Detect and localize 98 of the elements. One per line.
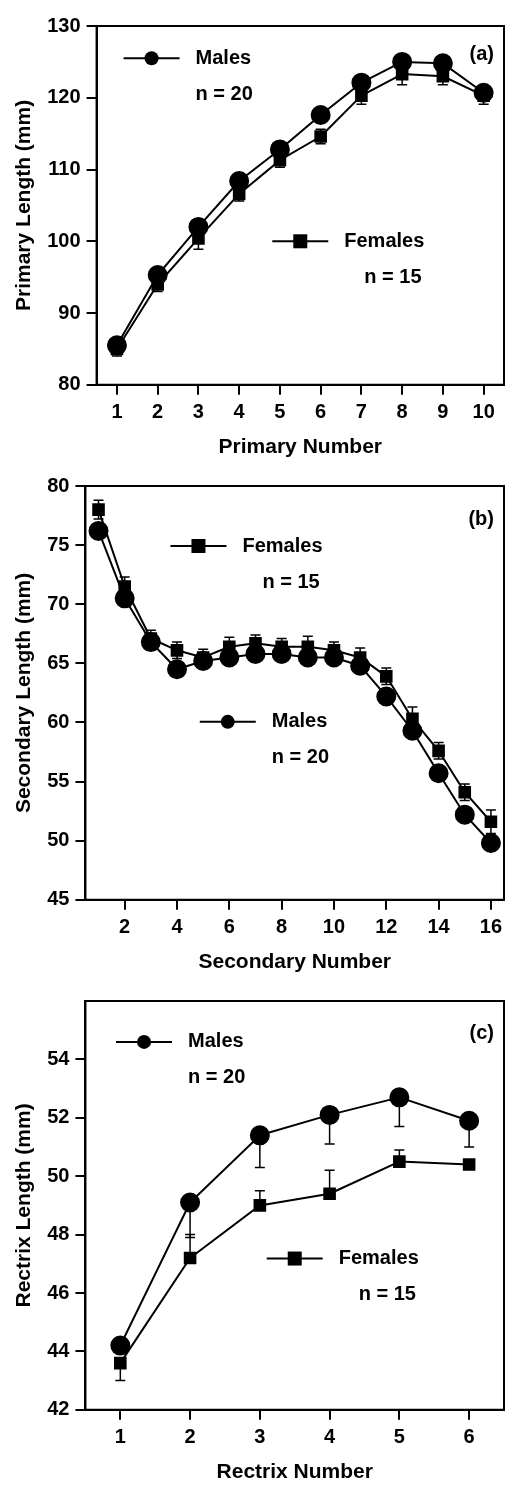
annotation: n = 20 (271, 745, 330, 768)
y-tick-label: 52 (47, 1105, 70, 1128)
point (249, 1125, 270, 1146)
annotation: n = 15 (364, 264, 422, 287)
x-tick-label: 10 (322, 915, 346, 938)
legend-label: Males (271, 709, 328, 732)
y-tick-label: 120 (47, 85, 81, 108)
point (167, 659, 188, 680)
point (245, 643, 266, 664)
point (462, 1158, 476, 1171)
annotation: (c) (469, 1021, 494, 1044)
annotation: n = 20 (188, 1065, 246, 1088)
x-tick-label: 1 (114, 1425, 126, 1448)
point (392, 51, 413, 72)
point (269, 139, 290, 160)
point (402, 720, 423, 741)
point (389, 1087, 410, 1108)
x-tick-label: 10 (472, 400, 495, 423)
point (114, 588, 135, 609)
x-tick-label: 12 (375, 915, 398, 938)
x-tick-label: 8 (396, 400, 408, 423)
point (323, 1187, 336, 1201)
y-tick-label: 110 (48, 157, 81, 180)
x-tick-label: 4 (171, 915, 184, 938)
x-tick-label: 8 (276, 915, 288, 938)
y-tick-label: 46 (47, 1280, 70, 1303)
x-tick-label: 16 (479, 915, 503, 938)
point (297, 647, 318, 668)
point (432, 53, 453, 74)
point (110, 1335, 131, 1356)
point (393, 1155, 406, 1168)
legend-label: Females (338, 1246, 419, 1269)
x-tick-label: 4 (324, 1425, 337, 1448)
point (188, 216, 209, 237)
legend-label: Males (188, 1029, 244, 1052)
y-tick-label: 80 (58, 372, 81, 395)
annotation: (b) (468, 506, 494, 529)
annotation: n = 15 (358, 1282, 416, 1305)
point (229, 171, 250, 191)
y-axis-title: Rectrix Length (mm) (11, 1103, 35, 1308)
point (92, 503, 105, 516)
point (376, 686, 397, 707)
y-tick-label: 50 (47, 1163, 70, 1186)
x-tick-label: 6 (315, 400, 327, 423)
y-tick-label: 55 (47, 769, 70, 792)
y-tick-label: 54 (47, 1046, 71, 1069)
x-tick-label: 2 (184, 1425, 196, 1448)
point (459, 1110, 480, 1131)
point (253, 1199, 267, 1212)
annotation: (a) (469, 42, 494, 65)
x-tick-label: 4 (233, 400, 246, 423)
x-tick-label: 2 (152, 400, 164, 423)
point (219, 647, 240, 668)
point (88, 520, 109, 541)
x-axis-title: Rectrix Number (216, 1459, 373, 1483)
x-tick-label: 9 (437, 400, 449, 423)
legend-label: Females (242, 533, 323, 556)
x-axis-title: Primary Number (218, 434, 382, 458)
y-tick-label: 60 (47, 709, 70, 732)
point (114, 1356, 127, 1370)
x-tick-label: 1 (111, 400, 123, 423)
y-tick-label: 100 (47, 228, 81, 251)
x-tick-label: 3 (192, 400, 204, 423)
x-tick-label: 14 (427, 915, 451, 938)
y-tick-label: 48 (47, 1222, 70, 1245)
y-tick-label: 42 (47, 1397, 70, 1420)
point (351, 72, 372, 93)
x-tick-label: 3 (254, 1425, 266, 1448)
annotation: n = 15 (262, 569, 320, 592)
x-tick-label: 6 (223, 915, 235, 938)
legend-label: Females (344, 228, 425, 251)
point (428, 763, 449, 784)
y-axis-title: Primary Length (mm) (11, 99, 35, 311)
annotation: n = 20 (195, 81, 253, 104)
point (147, 265, 168, 286)
y-tick-label: 44 (47, 1338, 71, 1361)
x-tick-label: 2 (119, 915, 131, 938)
x-tick-label: 5 (274, 400, 286, 423)
x-tick-label: 7 (355, 400, 367, 423)
point (319, 1104, 340, 1125)
y-tick-label: 90 (58, 300, 81, 323)
x-tick-label: 6 (463, 1425, 475, 1448)
legend-label: Males (195, 45, 252, 68)
y-tick-label: 50 (47, 828, 70, 851)
y-tick-label: 130 (47, 13, 81, 36)
point (480, 833, 501, 854)
y-axis-title: Secondary Length (mm) (11, 572, 35, 814)
y-tick-label: 65 (47, 650, 70, 673)
x-axis-title: Secondary Number (198, 949, 391, 973)
y-tick-label: 45 (47, 887, 70, 910)
point (454, 804, 475, 825)
y-tick-label: 70 (47, 591, 70, 614)
x-tick-label: 5 (393, 1425, 405, 1448)
point (180, 1192, 201, 1213)
point (271, 643, 292, 664)
point (310, 104, 331, 125)
y-tick-label: 80 (47, 473, 70, 496)
y-tick-label: 75 (47, 532, 70, 555)
